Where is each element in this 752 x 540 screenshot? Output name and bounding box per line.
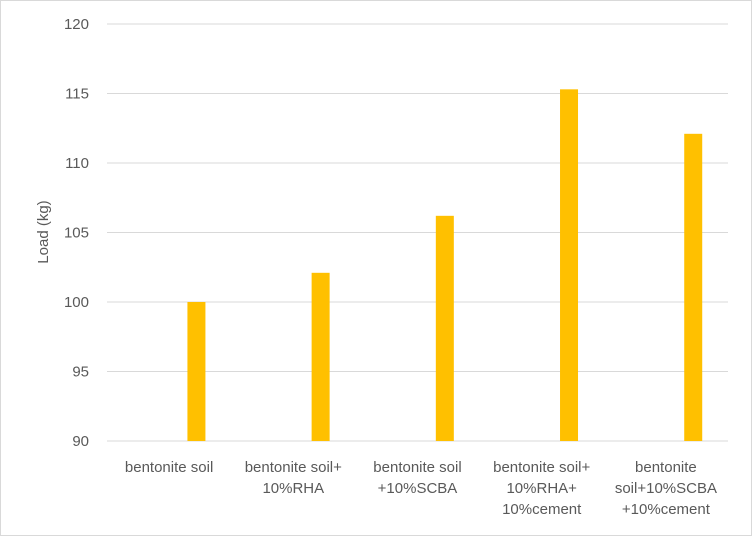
y-tick-labels: 90 95 100 105 110 115 120 bbox=[64, 16, 89, 450]
bar-1 bbox=[187, 302, 206, 441]
x-tick-label: bentonite soil bbox=[373, 459, 461, 476]
y-axis-label: Load (kg) bbox=[35, 200, 52, 263]
y-tick-label: 115 bbox=[65, 86, 89, 103]
gridlines bbox=[107, 23, 728, 442]
x-tick-label: bentonite soil+ bbox=[493, 459, 590, 476]
x-tick-label: bentonite soil bbox=[125, 459, 213, 476]
y-tick-label: 100 bbox=[64, 294, 89, 311]
y-tick-label: 90 bbox=[72, 433, 89, 450]
bar-3 bbox=[435, 215, 454, 441]
bars bbox=[187, 89, 703, 441]
bar-4 bbox=[560, 89, 579, 441]
x-tick-label: +10%SCBA bbox=[378, 480, 458, 497]
y-tick-label: 120 bbox=[64, 16, 89, 33]
x-tick-label: soil+10%SCBA bbox=[615, 480, 717, 497]
y-tick-label: 105 bbox=[64, 225, 89, 242]
x-tick-label: 10%cement bbox=[502, 501, 582, 518]
x-tick-labels: bentonite soil bentonite soil+ 10%RHA bento… bbox=[125, 459, 717, 518]
y-tick-label: 110 bbox=[65, 155, 89, 172]
x-tick-label: +10%cement bbox=[622, 501, 711, 518]
y-tick-label: 95 bbox=[72, 364, 89, 381]
x-tick-label: 10%RHA bbox=[262, 480, 324, 497]
bar-2 bbox=[311, 272, 330, 441]
x-tick-label: bentonite soil+ bbox=[245, 459, 342, 476]
x-tick-label: 10%RHA+ bbox=[506, 480, 577, 497]
bar-5 bbox=[684, 133, 703, 441]
x-tick-label: bentonite bbox=[635, 459, 697, 476]
